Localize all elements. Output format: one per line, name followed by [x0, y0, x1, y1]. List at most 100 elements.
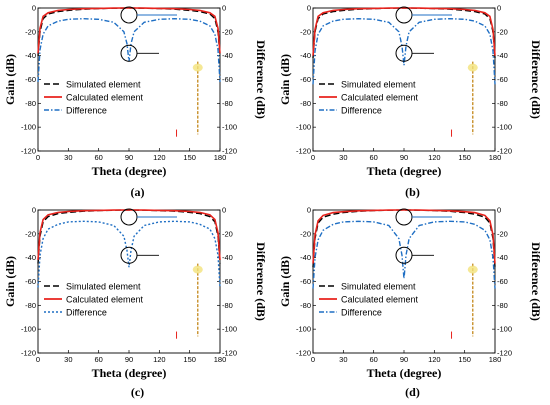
dip-zoom-circle [395, 246, 413, 264]
x-tick-label: 0 [36, 153, 40, 162]
chart-panel-c: 0 30 60 90 120 150 180 0 -20 -40 -60 -80 -100 -120 0 -2… [0, 202, 275, 404]
y2-tick-label: -20 [497, 27, 508, 36]
y2-tick-label: -20 [497, 229, 508, 238]
legend-label-2: Calculated element [341, 93, 419, 103]
y-tick-label: -40 [25, 253, 36, 262]
x-axis-label: Theta (degree) [92, 164, 167, 178]
legend-label-3: Difference [341, 106, 382, 116]
y2-tick-label: 0 [222, 4, 226, 13]
legend-label-1: Simulated element [66, 80, 141, 90]
x-tick-label: 0 [311, 355, 315, 364]
y2-tick-label: -60 [497, 75, 508, 84]
legend-label-1: Simulated element [66, 282, 141, 292]
y-tick-label: -60 [25, 75, 36, 84]
panel-label-b: (b) [405, 185, 420, 199]
x-tick-label: 60 [369, 355, 377, 364]
x-tick-label: 120 [428, 153, 441, 162]
y-tick-label: -120 [21, 147, 36, 156]
y2-tick-label: -100 [497, 123, 512, 132]
series-line-3 [37, 17, 221, 82]
y2-axis-label: Difference (dB) [254, 40, 268, 119]
x-tick-label: 180 [489, 355, 502, 364]
peak-zoom-circle [120, 6, 138, 24]
marker-highlight [192, 63, 203, 72]
y2-tick-label: -60 [222, 277, 233, 286]
x-tick-label: 150 [183, 355, 196, 364]
x-tick-label: 180 [214, 355, 227, 364]
y-tick-label: -60 [300, 277, 311, 286]
x-axis-label: Theta (degree) [92, 366, 167, 380]
legend-label-1: Simulated element [341, 80, 416, 90]
marker-highlight [467, 63, 478, 72]
series-line-1 [37, 7, 221, 56]
x-tick-label: 0 [36, 355, 40, 364]
x-tick-label: 90 [400, 153, 408, 162]
x-tick-label: 120 [153, 355, 166, 364]
series-line-1 [312, 7, 496, 59]
y-tick-label: -40 [25, 51, 36, 60]
y2-axis-label: Difference (dB) [254, 242, 268, 321]
x-tick-label: 30 [339, 153, 347, 162]
y2-tick-label: -100 [222, 325, 237, 334]
y2-tick-label: -20 [222, 27, 233, 36]
chart-plot-d: 0 30 60 90 120 150 1800-20-40-60-80-100-1200-2… [278, 206, 543, 381]
series-line-3 [312, 17, 496, 85]
marker-highlight [192, 265, 203, 274]
x-tick-label: 30 [339, 355, 347, 364]
y-axis-label: Gain (dB) [278, 256, 292, 307]
marker-highlight [467, 265, 478, 274]
peak-zoom-circle [395, 208, 413, 226]
y-tick-label: 0 [307, 206, 311, 215]
y-tick-label: -100 [21, 123, 36, 132]
y-tick-label: -20 [300, 229, 311, 238]
legend-label-2: Calculated element [66, 93, 144, 103]
y-tick-label: -40 [300, 51, 311, 60]
y2-tick-label: 0 [222, 206, 226, 215]
chart-plot-a: 0 30 60 90 120 150 1800-20-40-60-80-100-1200-2… [3, 4, 268, 179]
series-line-1 [37, 209, 221, 264]
y2-tick-label: -40 [497, 51, 508, 60]
y-axis-label: Gain (dB) [3, 54, 17, 105]
y2-tick-label: -80 [222, 301, 233, 310]
legend-label-3: Difference [66, 308, 107, 318]
chart-plot-c: 0 30 60 90 120 150 1800-20-40-60-80-100-1200-2… [3, 206, 268, 381]
y-tick-label: -100 [296, 123, 311, 132]
y2-tick-label: -60 [497, 277, 508, 286]
x-tick-label: 60 [94, 355, 102, 364]
chart-panel-b: 0 30 60 90 120 150 180 0 -20 -40 -60 -80 -100 -120 0 -2… [275, 0, 550, 202]
x-tick-label: 120 [153, 153, 166, 162]
y2-tick-label: -120 [497, 147, 512, 156]
x-tick-label: 180 [214, 153, 227, 162]
y-tick-label: 0 [32, 4, 36, 13]
chart-panel-d: 0 30 60 90 120 150 180 0 -20 -40 -60 -80 -100 -120 0 -2… [275, 202, 550, 404]
y2-tick-label: -120 [222, 147, 237, 156]
series-line-3 [312, 220, 496, 289]
series-line-1 [312, 209, 496, 268]
legend-label-3: Difference [66, 106, 107, 116]
x-tick-label: 150 [458, 355, 471, 364]
y-tick-label: -80 [300, 99, 311, 108]
y2-tick-label: -40 [222, 51, 233, 60]
dip-zoom-circle [120, 246, 138, 264]
x-tick-label: 0 [311, 153, 315, 162]
x-tick-label: 60 [94, 153, 102, 162]
y2-tick-label: -120 [497, 349, 512, 358]
y2-tick-label: -100 [222, 123, 237, 132]
x-tick-label: 120 [428, 355, 441, 364]
y2-tick-label: -20 [222, 229, 233, 238]
y2-tick-label: -120 [222, 349, 237, 358]
y2-tick-label: -80 [497, 301, 508, 310]
y-tick-label: -80 [25, 99, 36, 108]
y-tick-label: -40 [300, 253, 311, 262]
y-tick-label: -100 [296, 325, 311, 334]
y2-tick-label: -60 [222, 75, 233, 84]
y-tick-label: 0 [307, 4, 311, 13]
y-axis-label: Gain (dB) [3, 256, 17, 307]
chart-panel-a: 0 30 60 90 120 150 180 0 -20 -40 -60 -80 -100 -120 0 -2… [0, 0, 275, 202]
y2-axis-label: Difference (dB) [529, 40, 543, 119]
y2-tick-label: 0 [497, 4, 501, 13]
y-axis-label: Gain (dB) [278, 54, 292, 105]
series-line-2 [312, 209, 496, 264]
y-tick-label: -120 [296, 349, 311, 358]
x-tick-label: 90 [125, 355, 133, 364]
